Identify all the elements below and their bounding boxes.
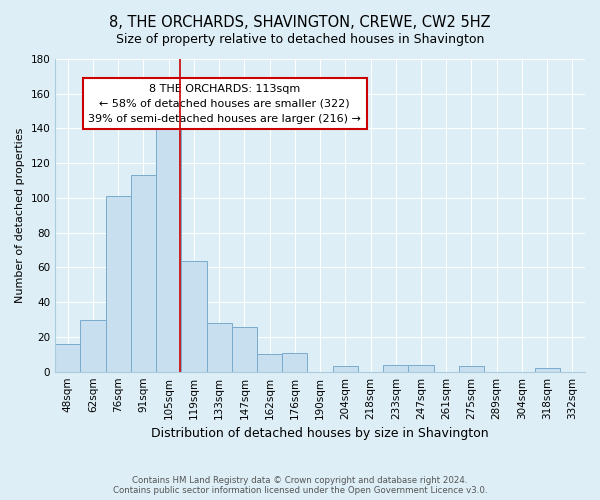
Text: Contains HM Land Registry data © Crown copyright and database right 2024.
Contai: Contains HM Land Registry data © Crown c… (113, 476, 487, 495)
Bar (206, 323, 232, 372)
X-axis label: Distribution of detached houses by size in Shavington: Distribution of detached houses by size … (151, 427, 489, 440)
Bar (257, 354, 282, 372)
Bar (156, 128, 181, 372)
Text: 8 THE ORCHARDS: 113sqm
← 58% of detached houses are smaller (322)
39% of semi-de: 8 THE ORCHARDS: 113sqm ← 58% of detached… (88, 84, 361, 124)
Text: 8, THE ORCHARDS, SHAVINGTON, CREWE, CW2 5HZ: 8, THE ORCHARDS, SHAVINGTON, CREWE, CW2 … (109, 15, 491, 30)
Bar (459, 366, 484, 372)
Bar (232, 326, 257, 372)
Bar (55, 344, 80, 372)
Bar (80, 320, 106, 372)
Bar (383, 364, 409, 372)
Bar (131, 176, 156, 372)
Y-axis label: Number of detached properties: Number of detached properties (15, 128, 25, 303)
Bar (106, 196, 131, 372)
Bar (535, 368, 560, 372)
Bar (332, 366, 358, 372)
Bar (181, 260, 206, 372)
Bar (282, 352, 307, 372)
Text: Size of property relative to detached houses in Shavington: Size of property relative to detached ho… (116, 32, 484, 46)
Bar (409, 364, 434, 372)
